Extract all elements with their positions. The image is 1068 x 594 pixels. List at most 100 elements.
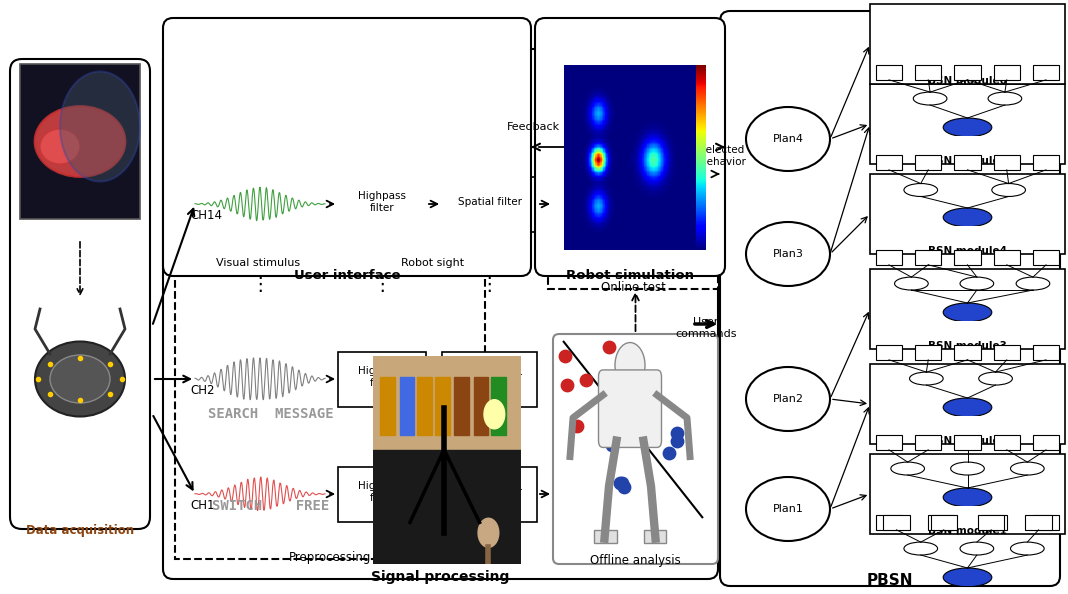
Bar xyxy=(980,516,1007,530)
Circle shape xyxy=(951,462,985,475)
Point xyxy=(643,414,660,424)
Bar xyxy=(993,435,1020,450)
Bar xyxy=(337,352,426,406)
Text: ⋮: ⋮ xyxy=(373,274,392,293)
Circle shape xyxy=(943,568,992,587)
Point xyxy=(633,434,650,444)
Ellipse shape xyxy=(747,222,830,286)
Text: Plan1: Plan1 xyxy=(772,504,803,514)
Bar xyxy=(1033,65,1059,80)
Circle shape xyxy=(1010,542,1045,555)
Text: SEARCH  MESSAGE: SEARCH MESSAGE xyxy=(207,407,333,421)
Text: PBSN: PBSN xyxy=(867,573,913,588)
Bar xyxy=(915,156,941,170)
Circle shape xyxy=(960,277,993,290)
Circle shape xyxy=(910,372,943,385)
Text: Highpass
filter: Highpass filter xyxy=(358,366,406,388)
Bar xyxy=(993,65,1020,80)
Point xyxy=(557,381,575,390)
Bar xyxy=(870,84,1065,164)
Circle shape xyxy=(1016,277,1050,290)
Circle shape xyxy=(943,488,992,507)
Text: BSN module4: BSN module4 xyxy=(928,246,1007,256)
Point xyxy=(669,428,686,438)
Bar xyxy=(337,466,426,522)
Text: BSN module2: BSN module2 xyxy=(928,436,1007,446)
Bar xyxy=(955,156,980,170)
Bar xyxy=(644,529,666,543)
FancyBboxPatch shape xyxy=(163,18,531,276)
Bar xyxy=(373,356,521,450)
Bar xyxy=(442,466,537,522)
Bar xyxy=(930,516,957,530)
Bar xyxy=(594,529,616,543)
Point xyxy=(669,437,686,446)
Bar xyxy=(870,364,1065,444)
Bar xyxy=(955,346,980,360)
Point xyxy=(660,448,677,457)
Bar xyxy=(876,346,902,360)
Point xyxy=(578,375,595,385)
Text: Preprocessing: Preprocessing xyxy=(288,551,372,564)
Text: Offline analysis: Offline analysis xyxy=(591,554,681,567)
Text: Plan3: Plan3 xyxy=(772,249,803,259)
Bar xyxy=(915,435,941,450)
Text: Spatial filter: Spatial filter xyxy=(457,487,521,497)
Bar xyxy=(915,251,941,265)
Point xyxy=(603,440,621,450)
Text: BSN module5: BSN module5 xyxy=(928,156,1007,166)
FancyBboxPatch shape xyxy=(163,49,718,579)
Text: Selected
behavior: Selected behavior xyxy=(700,146,745,167)
FancyBboxPatch shape xyxy=(10,59,150,529)
Ellipse shape xyxy=(50,355,110,403)
Bar xyxy=(876,65,902,80)
Text: BSN module1: BSN module1 xyxy=(928,526,1007,536)
Text: Spatial filter: Spatial filter xyxy=(457,197,521,207)
Bar xyxy=(915,346,941,360)
Bar xyxy=(454,377,469,435)
Bar xyxy=(955,435,980,450)
Ellipse shape xyxy=(747,477,830,541)
Text: Plan2: Plan2 xyxy=(772,394,803,404)
Text: Data acquisition: Data acquisition xyxy=(26,524,135,537)
Text: Feedback: Feedback xyxy=(506,122,560,132)
Bar xyxy=(337,176,426,232)
Bar xyxy=(435,377,450,435)
Bar xyxy=(1033,251,1059,265)
Circle shape xyxy=(992,184,1025,197)
Bar xyxy=(1033,516,1059,530)
Circle shape xyxy=(943,303,992,322)
Text: Robot sight: Robot sight xyxy=(402,258,465,268)
Text: Highpass
filter: Highpass filter xyxy=(358,191,406,213)
Circle shape xyxy=(904,184,938,197)
Text: BSN module3: BSN module3 xyxy=(928,341,1007,351)
Circle shape xyxy=(891,462,925,475)
Text: User
commands: User commands xyxy=(675,317,737,339)
Point xyxy=(600,342,617,352)
Text: User interface: User interface xyxy=(294,269,400,282)
FancyBboxPatch shape xyxy=(598,370,661,447)
Circle shape xyxy=(978,372,1012,385)
Bar xyxy=(978,516,1004,530)
Bar xyxy=(883,516,910,530)
Bar xyxy=(442,352,537,406)
Ellipse shape xyxy=(747,367,830,431)
Circle shape xyxy=(478,518,499,547)
Bar xyxy=(20,64,140,219)
Point xyxy=(631,384,648,393)
Bar xyxy=(473,377,488,435)
Bar xyxy=(548,59,718,289)
Text: Spatial filter: Spatial filter xyxy=(457,372,521,382)
Point xyxy=(615,482,632,492)
Bar xyxy=(399,377,414,435)
Circle shape xyxy=(960,542,993,555)
Bar xyxy=(993,156,1020,170)
Bar xyxy=(876,516,902,530)
Circle shape xyxy=(1010,462,1045,475)
Text: Visual stimulus: Visual stimulus xyxy=(216,258,300,268)
Bar xyxy=(993,251,1020,265)
Point xyxy=(612,478,629,488)
Bar xyxy=(876,435,902,450)
Bar xyxy=(491,377,506,435)
Bar xyxy=(876,156,902,170)
